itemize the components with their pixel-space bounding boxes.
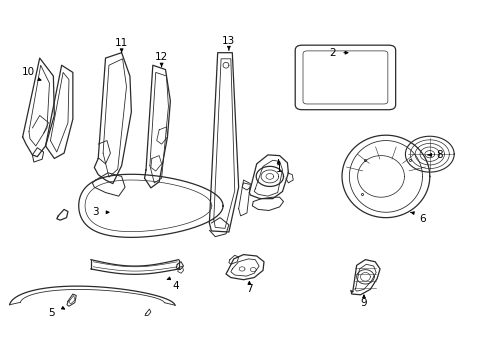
- Text: 9: 9: [360, 298, 366, 308]
- Text: 13: 13: [222, 36, 235, 46]
- Text: 5: 5: [48, 309, 55, 318]
- Text: 4: 4: [173, 281, 179, 291]
- Text: 7: 7: [245, 284, 252, 294]
- Text: 12: 12: [155, 52, 168, 62]
- Text: 8: 8: [435, 150, 442, 160]
- Text: 10: 10: [22, 67, 35, 77]
- Text: 6: 6: [418, 215, 425, 224]
- Text: 3: 3: [92, 207, 99, 217]
- Text: 11: 11: [115, 38, 128, 48]
- Text: 1: 1: [275, 164, 282, 174]
- Text: 2: 2: [328, 48, 335, 58]
